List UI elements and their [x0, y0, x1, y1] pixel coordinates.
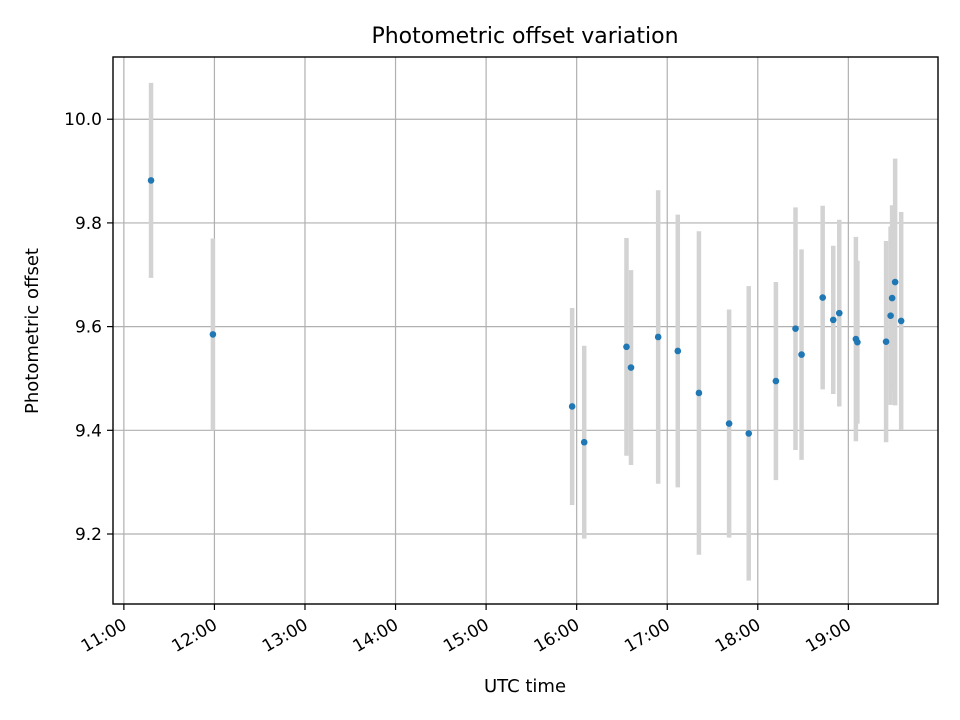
data-point [745, 430, 753, 437]
data-point [792, 325, 799, 332]
data-point [819, 294, 826, 301]
plot-frame [112, 56, 939, 605]
y-tick-label: 9.2 [75, 525, 102, 545]
data-point [568, 403, 576, 410]
data-point [725, 420, 733, 427]
data-point [835, 309, 843, 317]
data-point [209, 331, 217, 338]
data-point [772, 377, 780, 385]
data-point [580, 438, 588, 446]
x-axis-label: UTC time [484, 676, 566, 697]
data-point [623, 343, 630, 351]
data-point [882, 338, 890, 345]
data-point [854, 338, 861, 346]
y-axis-label: Photometric offset [22, 248, 43, 414]
data-point [674, 347, 682, 355]
y-tick-label: 9.8 [75, 214, 102, 234]
data-point [798, 351, 805, 358]
chart-title: Photometric offset variation [371, 24, 678, 49]
data-point [891, 278, 899, 286]
data-point [888, 294, 896, 302]
data-point [654, 333, 662, 341]
y-tick-label: 9.6 [75, 318, 102, 338]
data-point [897, 317, 905, 325]
data-point [147, 177, 155, 184]
data-point [887, 312, 894, 320]
y-tick-label: 10.0 [64, 110, 102, 130]
data-point [695, 389, 703, 397]
data-points [147, 177, 905, 446]
data-point [829, 316, 837, 324]
data-point [627, 364, 635, 371]
grid-lines [113, 57, 938, 604]
y-tick-label: 9.4 [75, 421, 102, 441]
